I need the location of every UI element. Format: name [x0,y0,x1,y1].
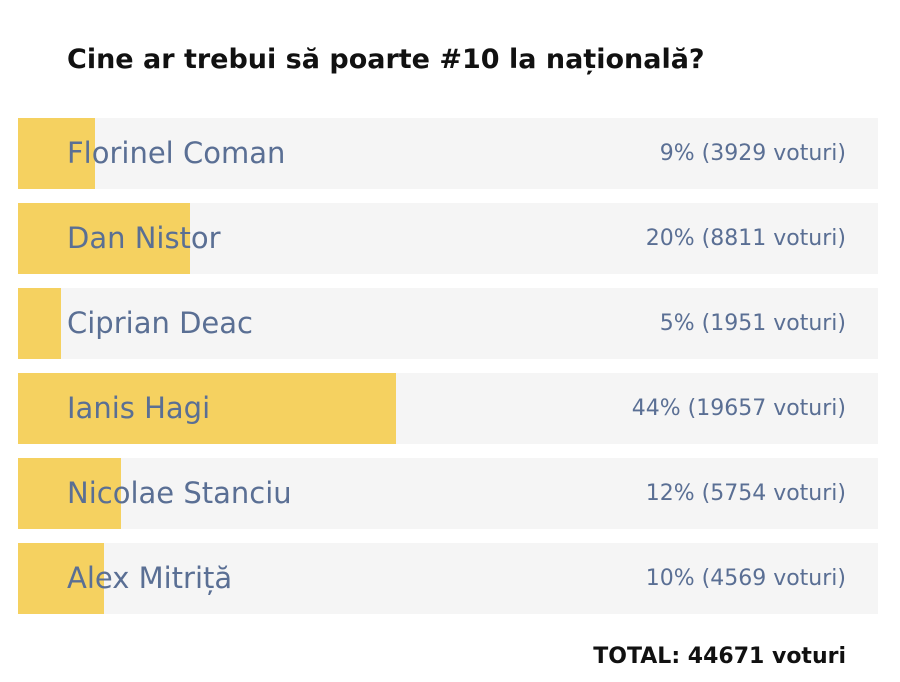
poll-option-name: Ianis Hagi [67,391,211,425]
poll-option-name: Ciprian Deac [67,306,253,340]
poll-option-bar [18,543,104,614]
poll-option[interactable]: Nicolae Stanciu 12% (5754 voturi) [18,458,878,529]
poll-option-name: Dan Nistor [67,221,221,255]
poll-option[interactable]: Ciprian Deac 5% (1951 voturi) [18,288,878,359]
poll-total: TOTAL: 44671 voturi [593,644,846,669]
poll-option-bar [18,458,122,529]
poll-option[interactable]: Ianis Hagi 44% (19657 voturi) [18,373,878,444]
poll-option-stat: 10% (4569 voturi) [645,566,846,591]
poll-option-stat: 5% (1951 voturi) [659,311,846,336]
poll-option-bar [18,118,96,189]
poll-option-name: Nicolae Stanciu [67,476,292,510]
poll-option-name: Florinel Coman [67,136,286,170]
poll-option[interactable]: Florinel Coman 9% (3929 voturi) [18,118,878,189]
poll-option-bar [18,203,190,274]
poll-option-bar [18,288,61,359]
poll-option-name: Alex Mitriță [67,561,233,595]
poll-option-stat: 20% (8811 voturi) [645,226,846,251]
poll-title: Cine ar trebui să poarte #10 la național… [67,44,705,75]
poll-option-stat: 44% (19657 voturi) [631,396,846,421]
poll-option-bar [18,373,397,444]
poll-option-stat: 9% (3929 voturi) [659,141,846,166]
poll-options: Florinel Coman 9% (3929 voturi) Dan Nistor… [18,118,878,628]
poll-option[interactable]: Dan Nistor 20% (8811 voturi) [18,203,878,274]
poll-option[interactable]: Alex Mitriță 10% (4569 voturi) [18,543,878,614]
poll-option-stat: 12% (5754 voturi) [645,481,846,506]
